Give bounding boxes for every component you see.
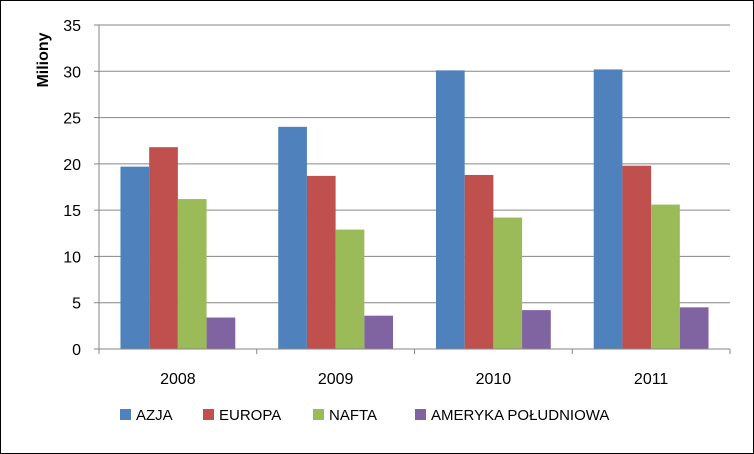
bar-europa-2009 <box>306 175 336 349</box>
bar-ameryka-po-udniowa-2011 <box>679 307 709 349</box>
bar-ameryka-po-udniowa-2010 <box>522 310 551 349</box>
bar-ameryka-po-udniowa-2008 <box>206 317 236 349</box>
x-tick-labels: 2008 2009 2010 2011 <box>160 371 668 388</box>
x-tick-label: 2010 <box>476 371 512 388</box>
x-tick-label: 2008 <box>160 371 196 388</box>
y-tick-label: 10 <box>63 249 81 266</box>
legend-swatch <box>313 409 324 420</box>
legend-swatch <box>203 409 214 420</box>
legend-label: AMERYKA POŁUDNIOWA <box>431 407 609 424</box>
bar-europa-2011 <box>622 165 652 349</box>
bar-nafta-2009 <box>335 229 365 349</box>
legend: AZJA EUROPA NAFTA AMERYKA POŁUDNIOWA <box>120 407 609 424</box>
y-tick-label: 35 <box>63 18 81 35</box>
x-tick-label: 2009 <box>318 371 354 388</box>
y-tick-label: 30 <box>63 64 81 81</box>
bar-ameryka-po-udniowa-2009 <box>364 315 394 349</box>
bar-nafta-2011 <box>651 204 680 349</box>
legend-swatch <box>415 409 426 420</box>
y-tick-label: 0 <box>72 342 81 359</box>
bar-azja-2008 <box>120 166 150 349</box>
y-tick-label: 5 <box>72 296 81 313</box>
legend-label: NAFTA <box>329 407 377 424</box>
bar-europa-2010 <box>464 174 494 349</box>
legend-label: AZJA <box>136 407 173 424</box>
y-tick-labels: 0 5 10 15 20 25 30 35 <box>63 18 81 359</box>
bar-europa-2008 <box>149 147 178 349</box>
y-axis-title: Miliony <box>35 32 52 87</box>
y-tick-label: 15 <box>63 203 81 220</box>
bar-azja-2010 <box>435 70 465 350</box>
legend-label: EUROPA <box>219 407 281 424</box>
bars <box>120 69 709 350</box>
x-tick-label: 2011 <box>634 371 669 388</box>
legend-swatch <box>120 409 131 420</box>
axes <box>98 25 731 354</box>
bar-nafta-2008 <box>177 199 207 349</box>
y-tick-label: 25 <box>63 111 81 128</box>
bar-azja-2009 <box>278 126 307 349</box>
bar-nafta-2010 <box>493 217 523 349</box>
bar-azja-2011 <box>593 69 623 349</box>
y-tick-label: 20 <box>63 157 81 174</box>
